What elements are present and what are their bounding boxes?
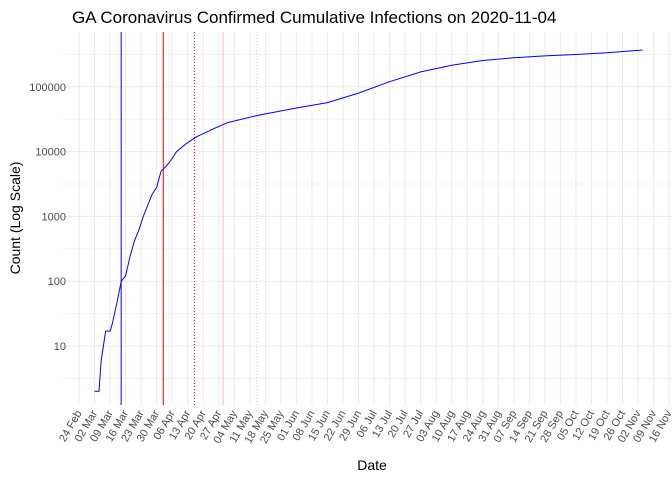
chart-title: GA Coronavirus Confirmed Cumulative Infe… <box>72 8 556 27</box>
grid <box>62 32 672 405</box>
reference-lines <box>120 32 257 405</box>
y-axis-ticks: 10 100 1000 10000 100000 <box>29 82 66 353</box>
y-tick-label: 100 <box>48 276 66 288</box>
y-tick-label: 100000 <box>29 82 66 94</box>
x-axis-label: Date <box>357 457 387 473</box>
y-tick-label: 1000 <box>42 211 66 223</box>
series-line <box>94 49 643 392</box>
y-tick-label: 10 <box>54 341 66 353</box>
y-axis-label: Count (Log Scale) <box>7 162 23 275</box>
y-tick-label: 10000 <box>35 147 66 159</box>
series <box>94 49 643 392</box>
